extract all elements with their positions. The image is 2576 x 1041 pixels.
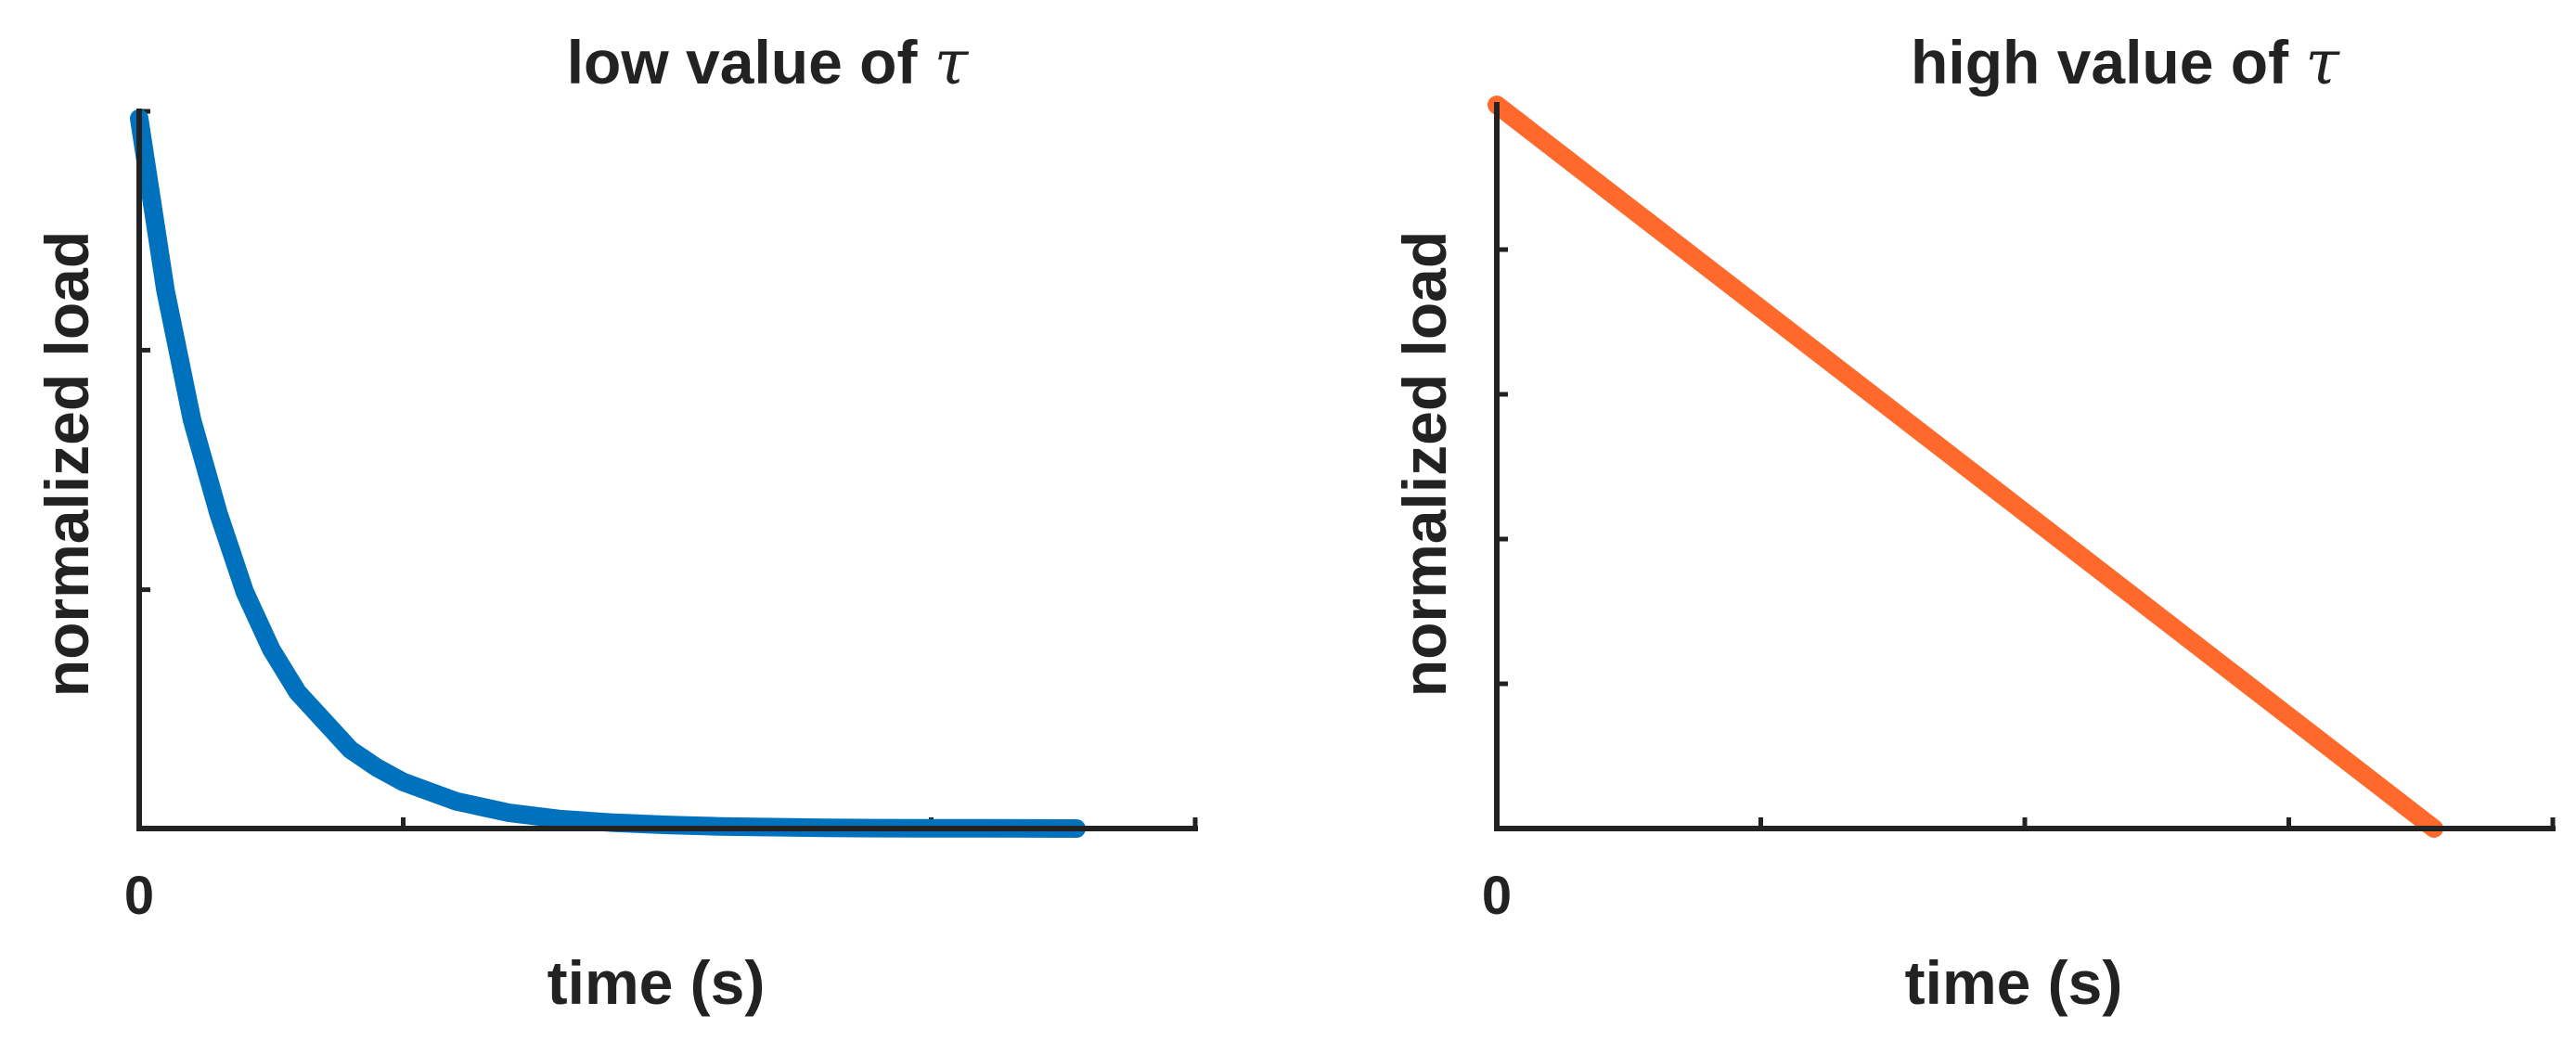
chart-title-high-tau: high value of τ	[1911, 27, 2340, 98]
axes-lines	[136, 109, 1198, 831]
tau-symbol: τ	[2305, 27, 2340, 98]
series-line-0	[130, 109, 1086, 838]
y-axis-label: normalized load	[1390, 231, 1459, 697]
x-tick-label-0: 0	[1482, 866, 1512, 926]
tau-symbol: τ	[934, 27, 970, 98]
tick-marks	[1494, 102, 2556, 831]
y-axis-label: normalized load	[32, 231, 101, 697]
x-tick-label-0: 0	[124, 866, 154, 926]
chart-low-tau: low value of τ normalized load time (s) …	[32, 27, 1198, 1017]
x-axis-label: time (s)	[1905, 948, 2123, 1017]
series-line-0	[1488, 96, 2443, 838]
tick-marks	[136, 109, 1198, 831]
chart-high-tau: high value of τ normalized load time (s)…	[1390, 27, 2556, 1017]
chart-title-text: high value of	[1911, 28, 2289, 96]
x-axis-label: time (s)	[547, 948, 766, 1017]
series-lines	[130, 109, 1086, 838]
axes-lines	[1494, 102, 2556, 831]
series-lines	[1488, 96, 2443, 838]
chart-title-low-tau: low value of τ	[567, 27, 970, 98]
chart-title-text: low value of	[567, 28, 919, 96]
